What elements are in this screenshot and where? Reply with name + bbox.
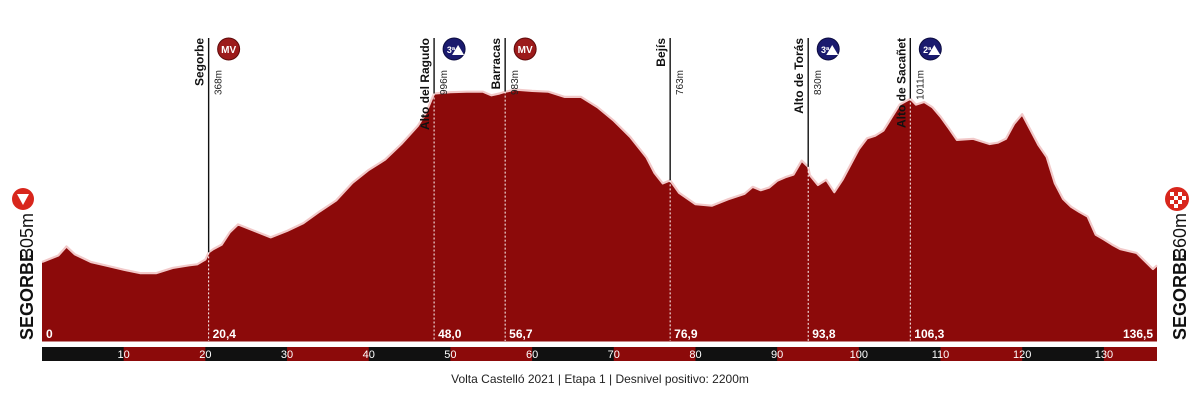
climb-markers: Segorbe 368m MV Alto del Ragudo 996m 3ª Barrac… [193,37,942,341]
stage-info-footer: Volta Castelló 2021 | Etapa 1 | Desnivel… [451,372,749,386]
climb-altitude: 763m [675,70,686,95]
ruler-tick-label: 40 [363,349,375,361]
climb-altitude: 983m [510,70,521,95]
climb-marker: Alto de Torás 830m 3ª [792,37,840,341]
ruler-tick-label: 80 [689,349,701,361]
sprint-badge [217,37,241,61]
climb-name: Alto del Ragudo [418,38,432,130]
climb-altitude: 1011m [915,70,926,100]
elevation-area [42,89,1157,341]
ruler-tick-label: 30 [281,349,293,361]
km-label: 0 [46,327,53,341]
climb-name: Bejís [654,38,668,67]
climb-name: Alto de Torás [792,38,806,114]
climb-marker: Alto de Sacañet 1011m 2ª [894,37,942,341]
ruler-tick-label: 10 [118,349,130,361]
km-label: 106,3 [914,327,944,341]
ruler-tick-label: 110 [932,349,950,361]
start-altitude: 305m [17,213,37,258]
km-labels: 0 20,4 48,0 56,7 76,9 93,8 106,3 136,5 [46,327,1153,341]
sprint-badge [513,37,537,61]
km-label: 136,5 [1123,327,1153,341]
km-label: 76,9 [674,327,698,341]
badge-label: 3ª [447,45,456,55]
climb-altitude: 368m [214,70,225,95]
finish-marker: SEGORBE 360m [1165,187,1190,340]
elevation-line [41,88,1158,275]
badge-label: 3ª [821,45,830,55]
checkered-pattern [1170,192,1186,208]
ruler-segment [613,347,696,361]
ruler-tick-label: 90 [771,349,783,361]
badge-label: MV [518,45,533,56]
ruler-tick-label: 70 [608,349,620,361]
climb-altitude: 830m [813,70,824,95]
climb-name: Alto de Sacañet [894,38,908,128]
climb-marker: Alto del Ragudo 996m 3ª [418,37,466,341]
climb-name: Barracas [489,38,503,90]
badge-label: MV [221,45,236,56]
mountain-icon [928,45,941,55]
ruler-segment [777,347,859,361]
badge-label: 2ª [923,45,932,55]
ruler-segment [1103,347,1157,361]
ruler-tick-label: 50 [444,349,456,361]
km-label: 48,0 [438,327,462,341]
mountain-icon [452,45,465,55]
start-location-name: SEGORBE [17,250,37,340]
ruler-tick-label: 130 [1095,349,1113,361]
play-down-icon [17,194,29,205]
mountain-icon [826,45,839,55]
ruler-segment [123,347,206,361]
km-label: 20,4 [213,327,237,341]
finish-location-name: SEGORBE [1170,250,1190,340]
km-label: 93,8 [812,327,836,341]
start-marker: SEGORBE 305m [12,188,37,340]
ruler-segment [287,347,369,361]
climb-altitude: 996m [439,70,450,95]
profile-area-group [41,88,1158,342]
ruler-tick-label: 60 [526,349,538,361]
ruler-tick-label: 100 [850,349,868,361]
climb-marker: Barracas 983m MV [489,37,537,341]
ruler-tick-label: 20 [199,349,211,361]
ruler-segment [450,347,533,361]
climb-marker: Segorbe 368m MV [193,37,241,341]
ruler-tick-label: 120 [1013,349,1031,361]
climb-name: Segorbe [193,38,207,86]
distance-ruler: 10 20 30 40 50 60 70 80 90 100 110 120 130 [42,347,1157,361]
km-label: 56,7 [509,327,533,341]
climb-marker: Bejís 763m [654,38,686,341]
finish-altitude: 360m [1170,213,1190,258]
ruler-segment [940,347,1023,361]
